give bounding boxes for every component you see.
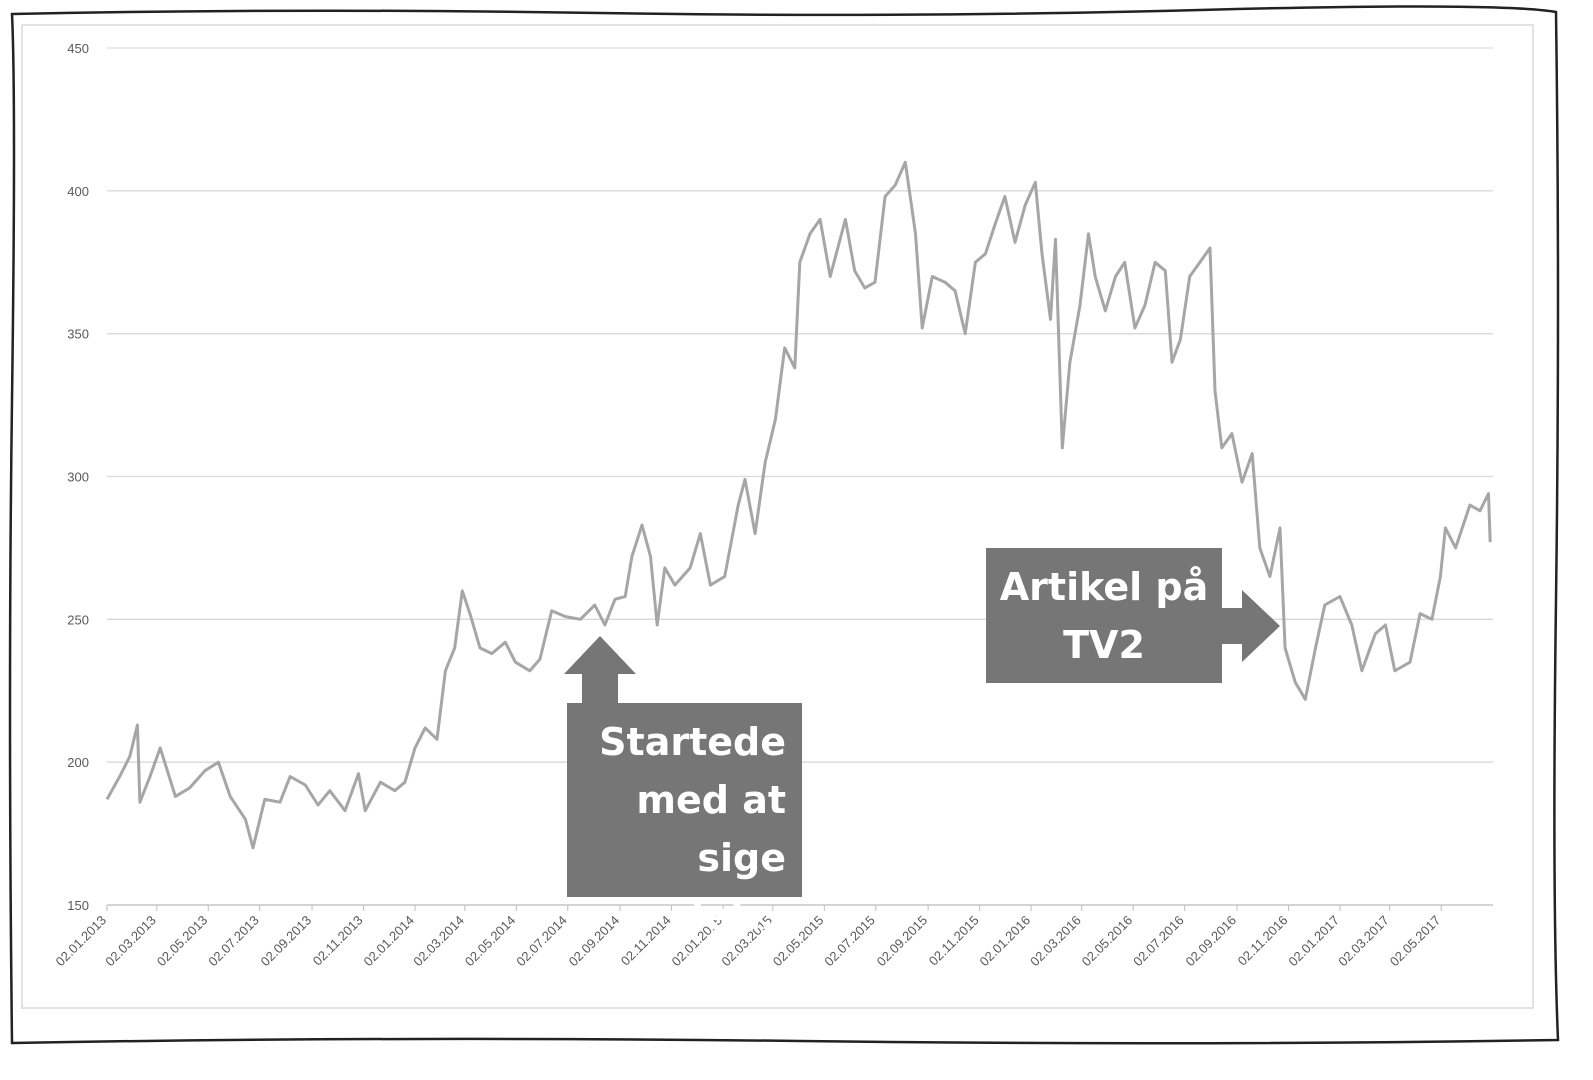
y-tick-label: 400 bbox=[67, 184, 89, 199]
arrow-up bbox=[564, 636, 636, 706]
annotation-box: Startede med at sige det… bbox=[567, 703, 802, 938]
data-line bbox=[105, 160, 1492, 850]
y-tick-label: 250 bbox=[67, 612, 89, 627]
y-tick-label: 350 bbox=[67, 327, 89, 342]
plot-frame bbox=[21, 24, 1534, 1009]
y-tick-label: 150 bbox=[67, 898, 89, 913]
annotation-box: Artikel på TV2 bbox=[986, 548, 1222, 683]
arrow-right bbox=[1220, 590, 1280, 662]
y-tick-label: 200 bbox=[67, 755, 89, 770]
y-tick-label: 450 bbox=[67, 41, 89, 56]
y-tick-label: 300 bbox=[67, 470, 89, 485]
sketch-frame bbox=[8, 5, 1560, 1045]
